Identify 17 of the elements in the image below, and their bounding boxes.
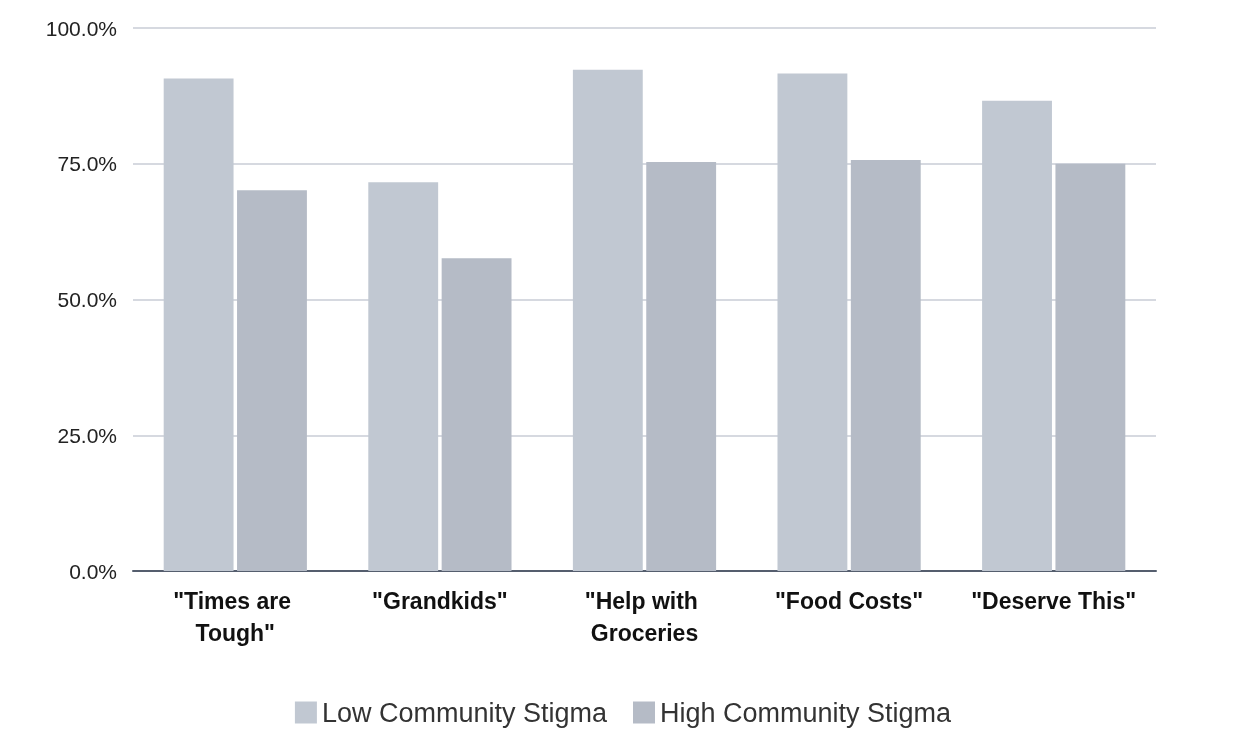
x-tick-label: "Grandkids" (372, 588, 508, 614)
y-tick-label: 25.0% (57, 423, 117, 447)
y-tick-label: 100.0% (45, 16, 117, 40)
x-tick-label: "Deserve This" (971, 588, 1137, 614)
bar (850, 159, 921, 571)
y-tick-label: 50.0% (57, 288, 117, 311)
x-tick-label: "Help with Groceries (584, 588, 705, 646)
bar (441, 258, 512, 571)
y-tick-label: 75.0% (57, 152, 117, 176)
bar (1055, 163, 1126, 571)
y-tick-label: 0.0% (69, 559, 117, 583)
x-tick-label: "Food Costs" (774, 588, 924, 614)
bar (237, 190, 307, 571)
bar (646, 162, 717, 571)
legend-label: High Community Stigma (660, 697, 953, 728)
x-tick-label: "Times are Tough" (173, 588, 298, 646)
legend-label: Low Community Stigma (321, 697, 608, 728)
